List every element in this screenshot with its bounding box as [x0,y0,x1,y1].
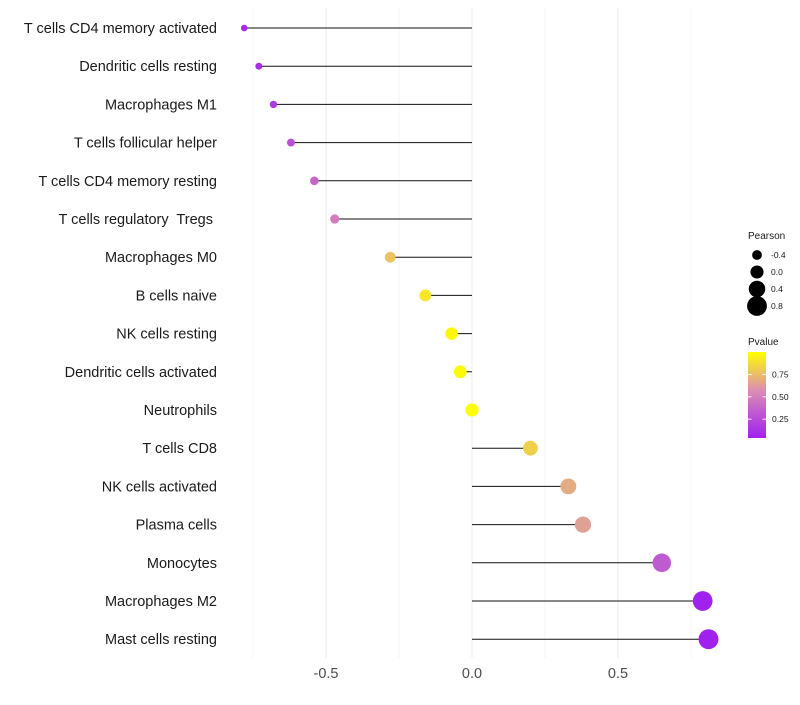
lollipop-point [692,591,713,611]
x-tick-label: 0.0 [462,666,482,682]
lollipop-point [652,553,672,573]
category-label: Neutrophils [144,403,217,419]
pearson-legend-label: 0.8 [771,301,783,311]
pearson-legend-key [752,250,762,260]
category-label: Plasma cells [136,518,217,534]
category-label: Macrophages M1 [105,97,217,113]
pvalue-legend-title: Pvalue [748,337,779,348]
lollipop-points [240,24,719,650]
lollipop-point [310,176,319,186]
lollipop-point [419,289,432,302]
lollipop-stems [244,27,709,640]
pearson-legend-key [748,280,766,298]
pearson-legend-key [750,265,764,279]
category-label: T cells CD4 memory activated [24,21,217,37]
lollipop-point [523,440,538,456]
category-label: NK cells resting [116,327,217,343]
category-label: T cells follicular helper [74,136,217,152]
lollipop-point [560,478,577,495]
category-label: Mast cells resting [105,632,217,648]
x-tick-label: 0.5 [608,666,628,682]
lollipop-point [255,62,263,70]
category-labels: T cells CD4 memory activated Dendritic ce… [24,21,217,648]
pearson-legend-label: 0.0 [771,267,783,277]
lollipop-point [465,403,479,417]
category-label: Macrophages M0 [105,250,217,266]
pvalue-colorbar [748,352,766,438]
lollipop-point [574,516,592,533]
category-label: T cells regulatory Tregs [59,212,218,228]
category-label: T cells CD4 memory resting [38,174,217,190]
lollipop-point [269,100,278,109]
lollipop-point [384,251,396,263]
lollipop-point [240,24,248,32]
category-label: Dendritic cells resting [79,59,217,75]
pvalue-legend-label: 0.75 [772,369,789,379]
category-label: T cells CD8 [142,441,217,457]
pvalue-legend-label: 0.50 [772,392,789,402]
grid-lines [252,8,692,658]
category-label: Dendritic cells activated [65,365,217,381]
pvalue-color-legend: Pvalue 0.25 0.50 0.75 [748,337,789,438]
pearson-size-legend: Pearson -0.4 0.0 0.4 0.8 [747,231,786,316]
category-label: Macrophages M2 [105,594,217,610]
pearson-legend-label: -0.4 [771,250,786,260]
lollipop-point [287,138,295,147]
category-label: NK cells activated [102,479,217,495]
lollipop-point [330,214,340,224]
x-tick-labels: -0.5 0.0 0.5 [314,666,629,682]
x-tick-label: -0.5 [314,666,339,682]
pearson-legend-title: Pearson [748,231,785,242]
lollipop-point [453,365,467,379]
category-label: B cells naive [136,288,217,304]
pearson-legend-key [747,296,767,316]
pvalue-legend-label: 0.25 [772,414,789,424]
lollipop-point [698,629,719,650]
pearson-legend-label: 0.4 [771,284,783,294]
category-label: Monocytes [147,556,217,572]
lollipop-point [445,327,458,340]
